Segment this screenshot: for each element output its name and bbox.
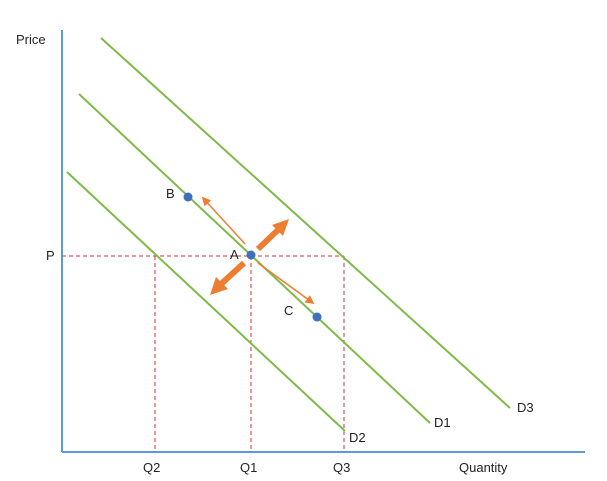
curve-label-d2: D2	[349, 430, 366, 445]
point-label-a: A	[230, 247, 239, 262]
arrow-toward-b	[201, 196, 246, 245]
point-b	[183, 192, 193, 202]
y-axis-label: Price	[16, 32, 46, 47]
q3-label: Q3	[333, 460, 350, 475]
point-c	[312, 312, 322, 322]
point-label-c: C	[284, 303, 293, 318]
demand-curve-d2	[66, 171, 346, 432]
x-axis-label: Quantity	[459, 460, 508, 475]
point-a	[246, 250, 256, 260]
point-label-b: B	[166, 186, 175, 201]
arrow-toward-c	[257, 262, 315, 305]
q2-label: Q2	[143, 460, 160, 475]
demand-curve-d1	[78, 93, 431, 424]
demand-curve-d3	[100, 37, 511, 409]
shift-left-arrow	[210, 260, 247, 295]
curve-label-d3: D3	[517, 400, 534, 415]
q1-label: Q1	[240, 460, 257, 475]
price-label: P	[46, 248, 55, 263]
shift-right-arrow	[255, 219, 289, 252]
curve-label-d1: D1	[434, 415, 451, 430]
